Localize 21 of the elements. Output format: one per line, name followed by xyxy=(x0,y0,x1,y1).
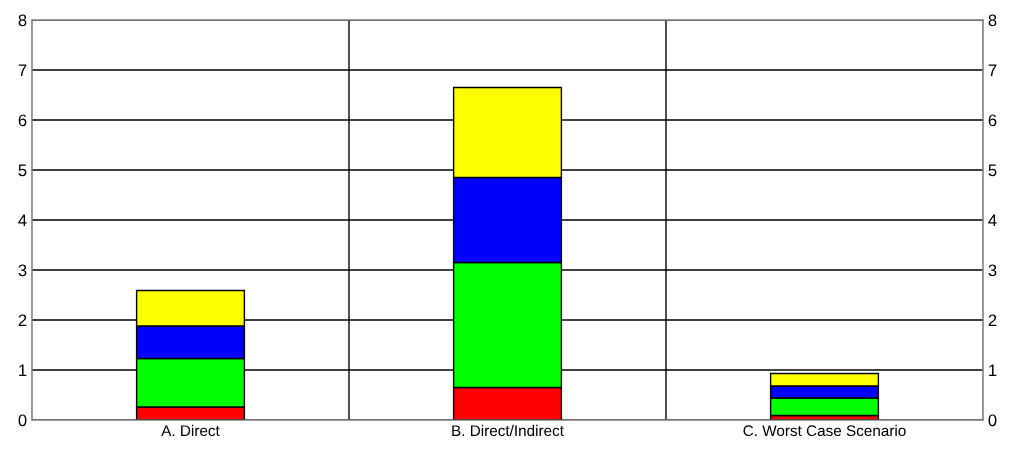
x-tick-label: C. Worst Case Scenario xyxy=(743,424,906,437)
x-tick-label: B. Direct/Indirect xyxy=(452,424,564,437)
x-tick-label: A. Direct xyxy=(161,424,220,437)
y-tick-label: 5 xyxy=(18,164,27,177)
y2-tick-label: 6 xyxy=(988,114,997,127)
y2-tick-label: 2 xyxy=(988,314,997,327)
y-tick-label: 7 xyxy=(18,64,27,77)
y-tick-label: 2 xyxy=(18,314,27,327)
y2-tick-label: 0 xyxy=(988,414,997,427)
y-tick-label: 4 xyxy=(18,214,27,227)
y2-tick-label: 4 xyxy=(988,214,997,227)
y-tick-label: 3 xyxy=(18,264,27,277)
y2-tick-label: 5 xyxy=(988,164,997,177)
y2-tick-label: 3 xyxy=(988,264,997,277)
y-tick-label: 8 xyxy=(18,14,27,27)
y-tick-label: 6 xyxy=(18,114,27,127)
y2-tick-label: 7 xyxy=(988,64,997,77)
y2-tick-label: 8 xyxy=(988,14,997,27)
y-tick-label: 0 xyxy=(18,414,27,427)
y2-tick-label: 1 xyxy=(989,364,997,377)
y-tick-label: 1 xyxy=(19,364,27,377)
